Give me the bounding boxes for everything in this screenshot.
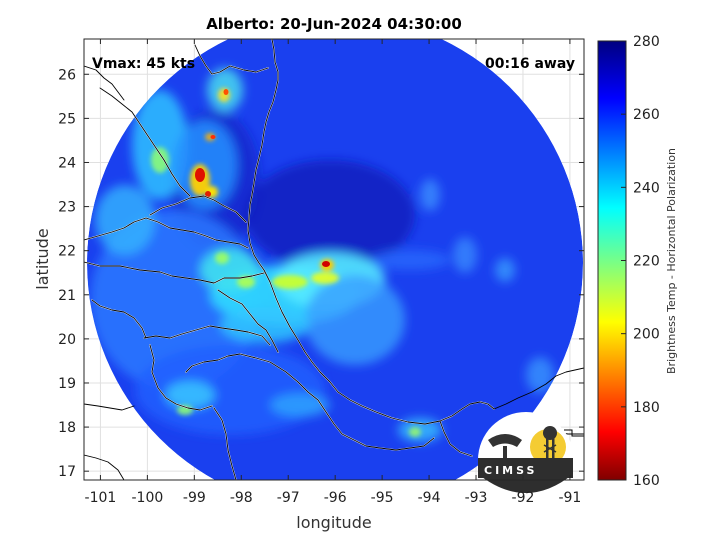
time-away-label: 00:16 away bbox=[485, 56, 575, 72]
y-tick-label: 19 bbox=[58, 376, 76, 392]
y-tick-label: 20 bbox=[58, 332, 76, 348]
y-axis-ticks: 17 18 19 20 21 22 23 24 25 26 bbox=[58, 67, 584, 480]
y-tick-label: 25 bbox=[58, 111, 76, 127]
logo-satellite-dish-icon bbox=[488, 434, 522, 447]
plot-frame bbox=[83, 38, 585, 481]
colorbar: 160 180 200 220 240 260 280 Brightness Temp - … bbox=[597, 34, 678, 489]
y-tick-label: 24 bbox=[58, 155, 76, 171]
chart-title: Alberto: 20-Jun-2024 04:30:00 bbox=[206, 15, 462, 33]
x-tick-label: -97 bbox=[277, 490, 300, 506]
cimss-logo: CIMSS bbox=[478, 412, 584, 508]
x-tick-label: -98 bbox=[230, 490, 253, 506]
colorbar-tick-label: 160 bbox=[633, 473, 660, 489]
colorbar-tick-label: 280 bbox=[633, 34, 660, 50]
y-tick-label: 23 bbox=[58, 200, 76, 216]
colorbar-tick-label: 260 bbox=[633, 107, 660, 123]
x-tick-label: -100 bbox=[131, 490, 163, 506]
plot-area: Vmax: 45 kts 00:16 away CIMSS bbox=[83, 38, 585, 508]
x-tick-label: -95 bbox=[371, 490, 394, 506]
brightness-temp-swath bbox=[87, 39, 583, 480]
logo-tower-icon bbox=[543, 426, 557, 460]
x-tick-label: -91 bbox=[558, 490, 581, 506]
x-tick-label: -99 bbox=[183, 490, 206, 506]
x-axis-label: longitude bbox=[296, 513, 371, 532]
x-tick-label: -93 bbox=[465, 490, 488, 506]
vmax-label: Vmax: 45 kts bbox=[92, 56, 195, 72]
colorbar-label: Brightness Temp - Horizontal Polarizatio… bbox=[665, 148, 678, 374]
colorbar-ticks: 160 180 200 220 240 260 280 bbox=[621, 34, 660, 489]
x-axis-ticks: -101 -100 -99 -98 -97 -96 -95 -94 -93 -92 -91 bbox=[85, 39, 581, 506]
x-tick-label: -101 bbox=[85, 490, 117, 506]
y-tick-label: 21 bbox=[58, 288, 76, 304]
y-tick-label: 18 bbox=[58, 420, 76, 436]
colorbar-tick-label: 180 bbox=[633, 400, 660, 416]
x-tick-label: -94 bbox=[418, 490, 441, 506]
colorbar-tick-label: 240 bbox=[633, 180, 660, 196]
y-axis-label: latitude bbox=[33, 228, 52, 289]
y-tick-label: 17 bbox=[58, 464, 76, 480]
logo-text: CIMSS bbox=[484, 464, 537, 477]
x-tick-label: -96 bbox=[324, 490, 347, 506]
colorbar-tick-label: 200 bbox=[633, 327, 660, 343]
x-tick-label: -92 bbox=[512, 490, 535, 506]
colorbar-tick-label: 220 bbox=[633, 254, 660, 270]
y-tick-label: 26 bbox=[58, 67, 76, 83]
y-tick-label: 22 bbox=[58, 244, 76, 260]
